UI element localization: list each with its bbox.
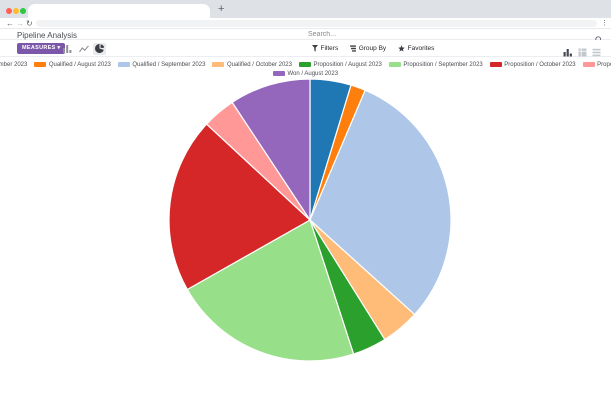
legend-label: Proposition / Undefined (597, 61, 611, 68)
legend-item[interactable]: Proposition / August 2023 (298, 61, 382, 68)
line-chart-icon[interactable] (77, 43, 90, 55)
legend-label: Qualified / August 2023 (48, 61, 111, 68)
search-input[interactable] (308, 29, 578, 39)
legend-row-1: New / September 2023 Qualified / August 2… (0, 60, 611, 69)
back-icon[interactable]: ← (6, 19, 14, 28)
bar-chart-icon[interactable] (61, 43, 74, 55)
pie-slice[interactable] (231, 78, 311, 222)
legend-label: Qualified / September 2023 (132, 61, 206, 68)
group-by-label: Group By (358, 44, 387, 52)
group-by-icon (350, 45, 357, 52)
control-panel-button-row: MEASURES ▾ (0, 40, 611, 57)
legend-item[interactable]: Won / August 2023 (272, 70, 339, 77)
measures-button[interactable]: MEASURES ▾ (17, 43, 66, 54)
legend-swatch (489, 62, 502, 67)
legend-item[interactable]: Proposition / Undefined (582, 61, 611, 68)
legend-item[interactable]: Qualified / September 2023 (117, 61, 206, 68)
legend-item[interactable]: Proposition / September 2023 (388, 61, 483, 68)
browser-address-bar: ← → ↻ ⋮ (0, 18, 611, 29)
pie-slice[interactable] (186, 219, 355, 362)
pie-chart (168, 78, 452, 362)
filters-label: Filters (320, 44, 339, 52)
group-by-button[interactable]: Group By (350, 44, 386, 54)
legend-swatch (388, 62, 401, 67)
pivot-view-icon[interactable] (578, 44, 587, 62)
star-icon (398, 45, 405, 52)
new-tab-icon[interactable]: + (218, 3, 225, 15)
browser-tab-strip: + (0, 0, 611, 18)
legend-swatch (582, 62, 595, 67)
legend-label: Proposition / August 2023 (313, 61, 382, 68)
legend-item[interactable]: Qualified / October 2023 (212, 62, 292, 68)
maximize-window-icon[interactable] (19, 7, 26, 14)
legend-swatch (298, 62, 311, 67)
legend-item[interactable]: New / September 2023 (0, 62, 27, 68)
close-window-icon[interactable] (5, 7, 12, 14)
filters-button[interactable]: Filters (312, 44, 338, 54)
legend-item[interactable]: Qualified / August 2023 (34, 62, 111, 68)
search-options: Filters Group By Favorites (312, 44, 434, 54)
pie-chart-icon[interactable] (93, 42, 106, 55)
legend-swatch (212, 62, 225, 67)
minimize-window-icon[interactable] (12, 7, 19, 14)
pie-slice[interactable] (168, 123, 312, 291)
legend-label: New / September 2023 (0, 61, 28, 68)
control-panel-top-row: Pipeline Analysis (0, 29, 611, 44)
browser-tab[interactable] (28, 4, 210, 18)
funnel-icon (312, 45, 318, 52)
legend-row-2: Won / August 2023 (0, 69, 611, 78)
page-title: Pipeline Analysis (17, 30, 78, 40)
refresh-icon[interactable]: ↻ (26, 19, 33, 28)
graph-view-icon[interactable] (563, 44, 573, 62)
legend-item[interactable]: Proposition / October 2023 (489, 61, 576, 68)
favorites-label: Favorites (407, 44, 435, 52)
legend-swatch (272, 71, 285, 76)
forward-icon[interactable]: → (16, 19, 24, 28)
view-switcher (563, 44, 601, 62)
legend-swatch (34, 62, 47, 67)
browser-menu-icon[interactable]: ⋮ (601, 20, 608, 27)
legend-label: Proposition / September 2023 (403, 61, 483, 68)
legend-swatch (117, 62, 130, 67)
list-view-icon[interactable] (592, 44, 601, 62)
favorites-button[interactable]: Favorites (398, 44, 434, 54)
chart-legend: New / September 2023 Qualified / August 2… (0, 60, 611, 78)
legend-label: Won / August 2023 (287, 70, 339, 77)
pie-slice[interactable] (309, 89, 452, 316)
url-input[interactable] (36, 19, 597, 28)
legend-label: Proposition / October 2023 (504, 61, 576, 68)
legend-label: Qualified / October 2023 (226, 61, 292, 68)
chart-type-switcher (61, 42, 106, 55)
